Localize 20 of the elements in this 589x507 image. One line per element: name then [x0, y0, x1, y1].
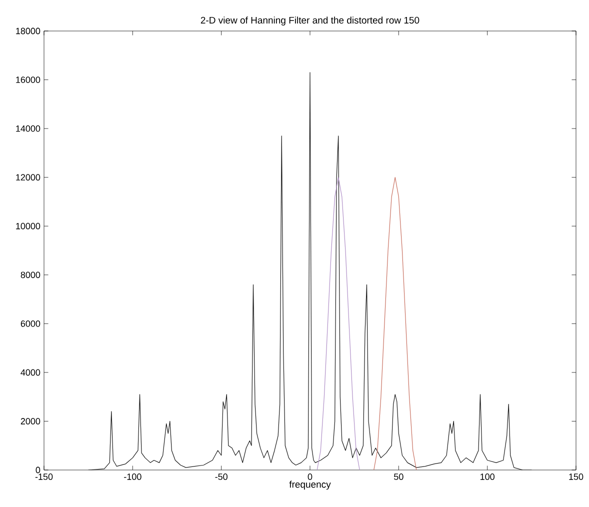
y-tick-label: 18000 [16, 28, 40, 34]
y-tick-label: 10000 [16, 222, 40, 230]
y-tick-label: 0 [36, 466, 40, 474]
x-tick-label: 100 [480, 474, 494, 480]
y-tick-label: 16000 [16, 76, 40, 83]
x-tick-label: -150 [35, 474, 53, 480]
x-tick-label: 50 [394, 474, 404, 480]
x-tick-label: -100 [124, 474, 142, 480]
y-tick-label: 2000 [20, 418, 40, 424]
x-tick-label: -50 [215, 474, 228, 480]
y-tick-label: 8000 [20, 272, 40, 278]
y-tick-label: 6000 [20, 320, 40, 327]
y-tick-label: 12000 [16, 174, 40, 181]
chart-title: 2-D view of Hanning Filter and the distorted row 150 [200, 16, 420, 26]
x-tick-label: 150 [569, 474, 584, 480]
y-tick-label: 4000 [20, 369, 40, 376]
line-series [88, 72, 532, 470]
x-axis-title: frequency [289, 480, 331, 490]
x-tick-label: 0 [308, 474, 312, 480]
y-tick-label: 14000 [16, 125, 40, 132]
